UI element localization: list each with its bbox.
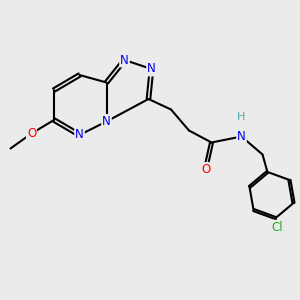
Text: O: O xyxy=(201,163,210,176)
Text: H: H xyxy=(237,112,246,122)
Text: Cl: Cl xyxy=(272,221,283,234)
Text: N: N xyxy=(147,62,156,76)
Text: N: N xyxy=(120,53,129,67)
Text: N: N xyxy=(102,115,111,128)
Text: O: O xyxy=(27,127,36,140)
Text: N: N xyxy=(237,130,246,143)
Text: N: N xyxy=(75,128,84,142)
